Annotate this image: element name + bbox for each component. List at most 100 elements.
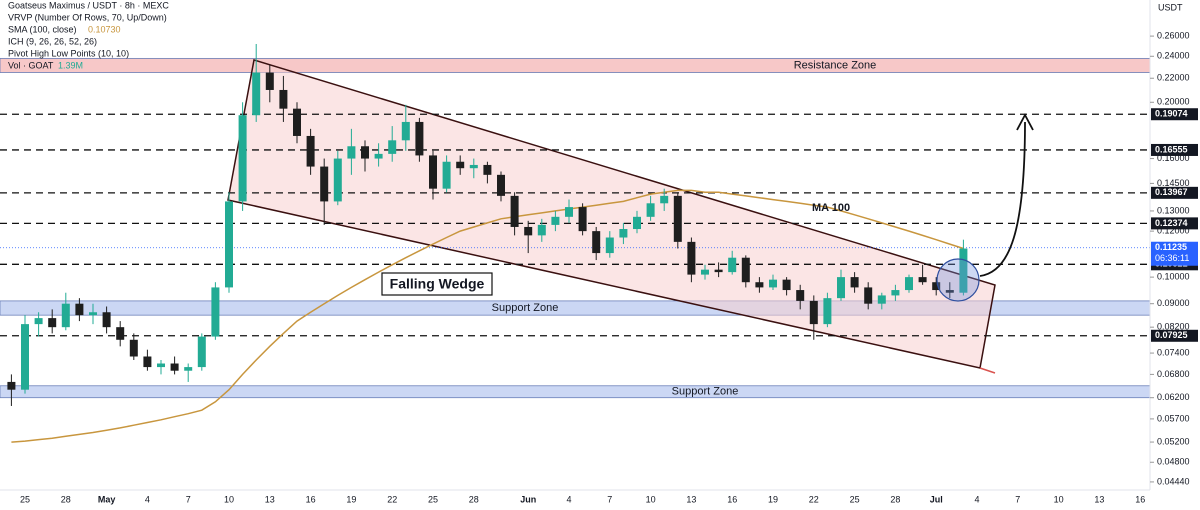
zones: Resistance Zone Support Zone Support Zone	[0, 57, 1151, 399]
x-tick-label: 4	[145, 494, 150, 504]
x-tick-label: 25	[20, 494, 30, 504]
candle-body	[837, 277, 845, 299]
candle-body	[605, 237, 614, 254]
projection-arrow	[979, 121, 1026, 277]
legend-indicator: VRVP (Number Of Rows, 70, Up/Down)	[8, 12, 167, 22]
ma-label: MA 100	[812, 202, 850, 214]
x-tick-label: 4	[566, 494, 571, 504]
candle-body	[687, 241, 696, 275]
candle-body	[456, 161, 465, 169]
candle-body	[945, 290, 954, 293]
candle-body	[891, 290, 900, 296]
candle-body	[429, 155, 437, 189]
candle-body	[769, 279, 777, 288]
candle-body	[796, 290, 805, 301]
wedge-extension	[979, 367, 996, 374]
candle-body	[741, 257, 750, 283]
candle-body	[619, 229, 628, 238]
candle-body	[279, 89, 288, 109]
y-tick-label: 0.07400	[1157, 347, 1190, 357]
x-tick-label: 16	[306, 494, 316, 504]
current-price-box	[1151, 241, 1198, 266]
candle-body	[483, 164, 492, 175]
candle-body	[75, 303, 84, 316]
currency: USDT	[1158, 2, 1183, 12]
candle-body	[34, 318, 43, 325]
x-tick-label: Jun	[520, 494, 536, 504]
candle-body	[918, 277, 927, 283]
plot	[0, 43, 1150, 443]
candle-body	[524, 226, 533, 236]
x-tick-label: 10	[1054, 494, 1064, 504]
x-tick-label: 10	[224, 494, 234, 504]
y-tick-label: 0.06200	[1157, 392, 1190, 402]
pattern-label: Falling Wedge	[390, 276, 485, 292]
y-tick-label: 0.04800	[1157, 457, 1190, 467]
candle-body	[537, 224, 546, 236]
pattern-box	[381, 272, 493, 296]
y-tick-label: 0.05200	[1157, 436, 1190, 446]
candle-body	[809, 300, 818, 325]
x-tick-label: 10	[646, 494, 656, 504]
candle-body	[633, 216, 641, 230]
zone-label: Resistance Zone	[794, 59, 877, 71]
ma-line	[11, 189, 964, 443]
y-tick-label: 0.09000	[1157, 298, 1190, 308]
candle-body	[415, 121, 424, 156]
candle-body	[143, 356, 152, 368]
y-tick-label: 0.20000	[1157, 97, 1190, 107]
sma-value: 0.10730	[88, 24, 121, 34]
candle-body	[646, 203, 655, 217]
candle-body	[7, 381, 16, 390]
y-tick-label: 0.05700	[1157, 413, 1190, 423]
candle-body	[673, 195, 682, 242]
x-tick-label: 22	[387, 494, 397, 504]
candle-body	[755, 282, 764, 288]
x-tick-label: May	[98, 494, 116, 504]
candle-body	[170, 363, 179, 371]
y-tick-label: 0.04440	[1157, 476, 1190, 486]
candle-body	[823, 298, 832, 325]
level-label: 0.16555	[1155, 144, 1188, 154]
x-tick-label: 7	[186, 494, 191, 504]
candle-body	[660, 195, 669, 204]
candle-body	[252, 72, 261, 116]
zone	[0, 385, 1151, 399]
candle-body	[320, 166, 329, 202]
candle-body	[510, 195, 519, 227]
x-tick-label: 28	[469, 494, 479, 504]
x-tick-label: 13	[1094, 494, 1104, 504]
candle-body	[361, 146, 369, 159]
candle-body	[211, 287, 220, 337]
candle-body	[347, 146, 356, 159]
candle-body	[592, 231, 601, 254]
x-tick-label: 4	[974, 494, 979, 504]
candle-body	[333, 158, 342, 202]
level-box	[1151, 217, 1198, 230]
volume-value: 1.39M	[58, 60, 83, 70]
candle-body	[864, 287, 873, 304]
candle-body	[157, 363, 165, 368]
x-tick-label: 19	[346, 494, 356, 504]
candle-body	[116, 327, 125, 340]
y-tick-label: 0.12000	[1157, 226, 1190, 236]
legend-indicator: Vol · GOAT	[8, 60, 54, 70]
candle-body	[905, 277, 913, 291]
candle-body	[265, 72, 274, 90]
candle-body	[225, 201, 233, 288]
y-tick-label: 0.06800	[1157, 369, 1190, 379]
candle-body	[21, 324, 29, 390]
x-tick-label: 7	[607, 494, 612, 504]
zone-label: Support Zone	[672, 386, 739, 398]
candle-body	[701, 269, 709, 275]
candle-body	[551, 216, 560, 225]
y-tick-label: 0.14500	[1157, 178, 1190, 188]
x-tick-label: 16	[1135, 494, 1145, 504]
x-tick-label: 7	[1015, 494, 1020, 504]
x-tick-label: 25	[850, 494, 860, 504]
y-tick-label: 0.24000	[1157, 51, 1190, 61]
candle-body	[388, 140, 397, 154]
candle-body	[89, 312, 97, 316]
candle-body	[877, 295, 886, 304]
legend-indicator: SMA (100, close)	[8, 24, 77, 34]
